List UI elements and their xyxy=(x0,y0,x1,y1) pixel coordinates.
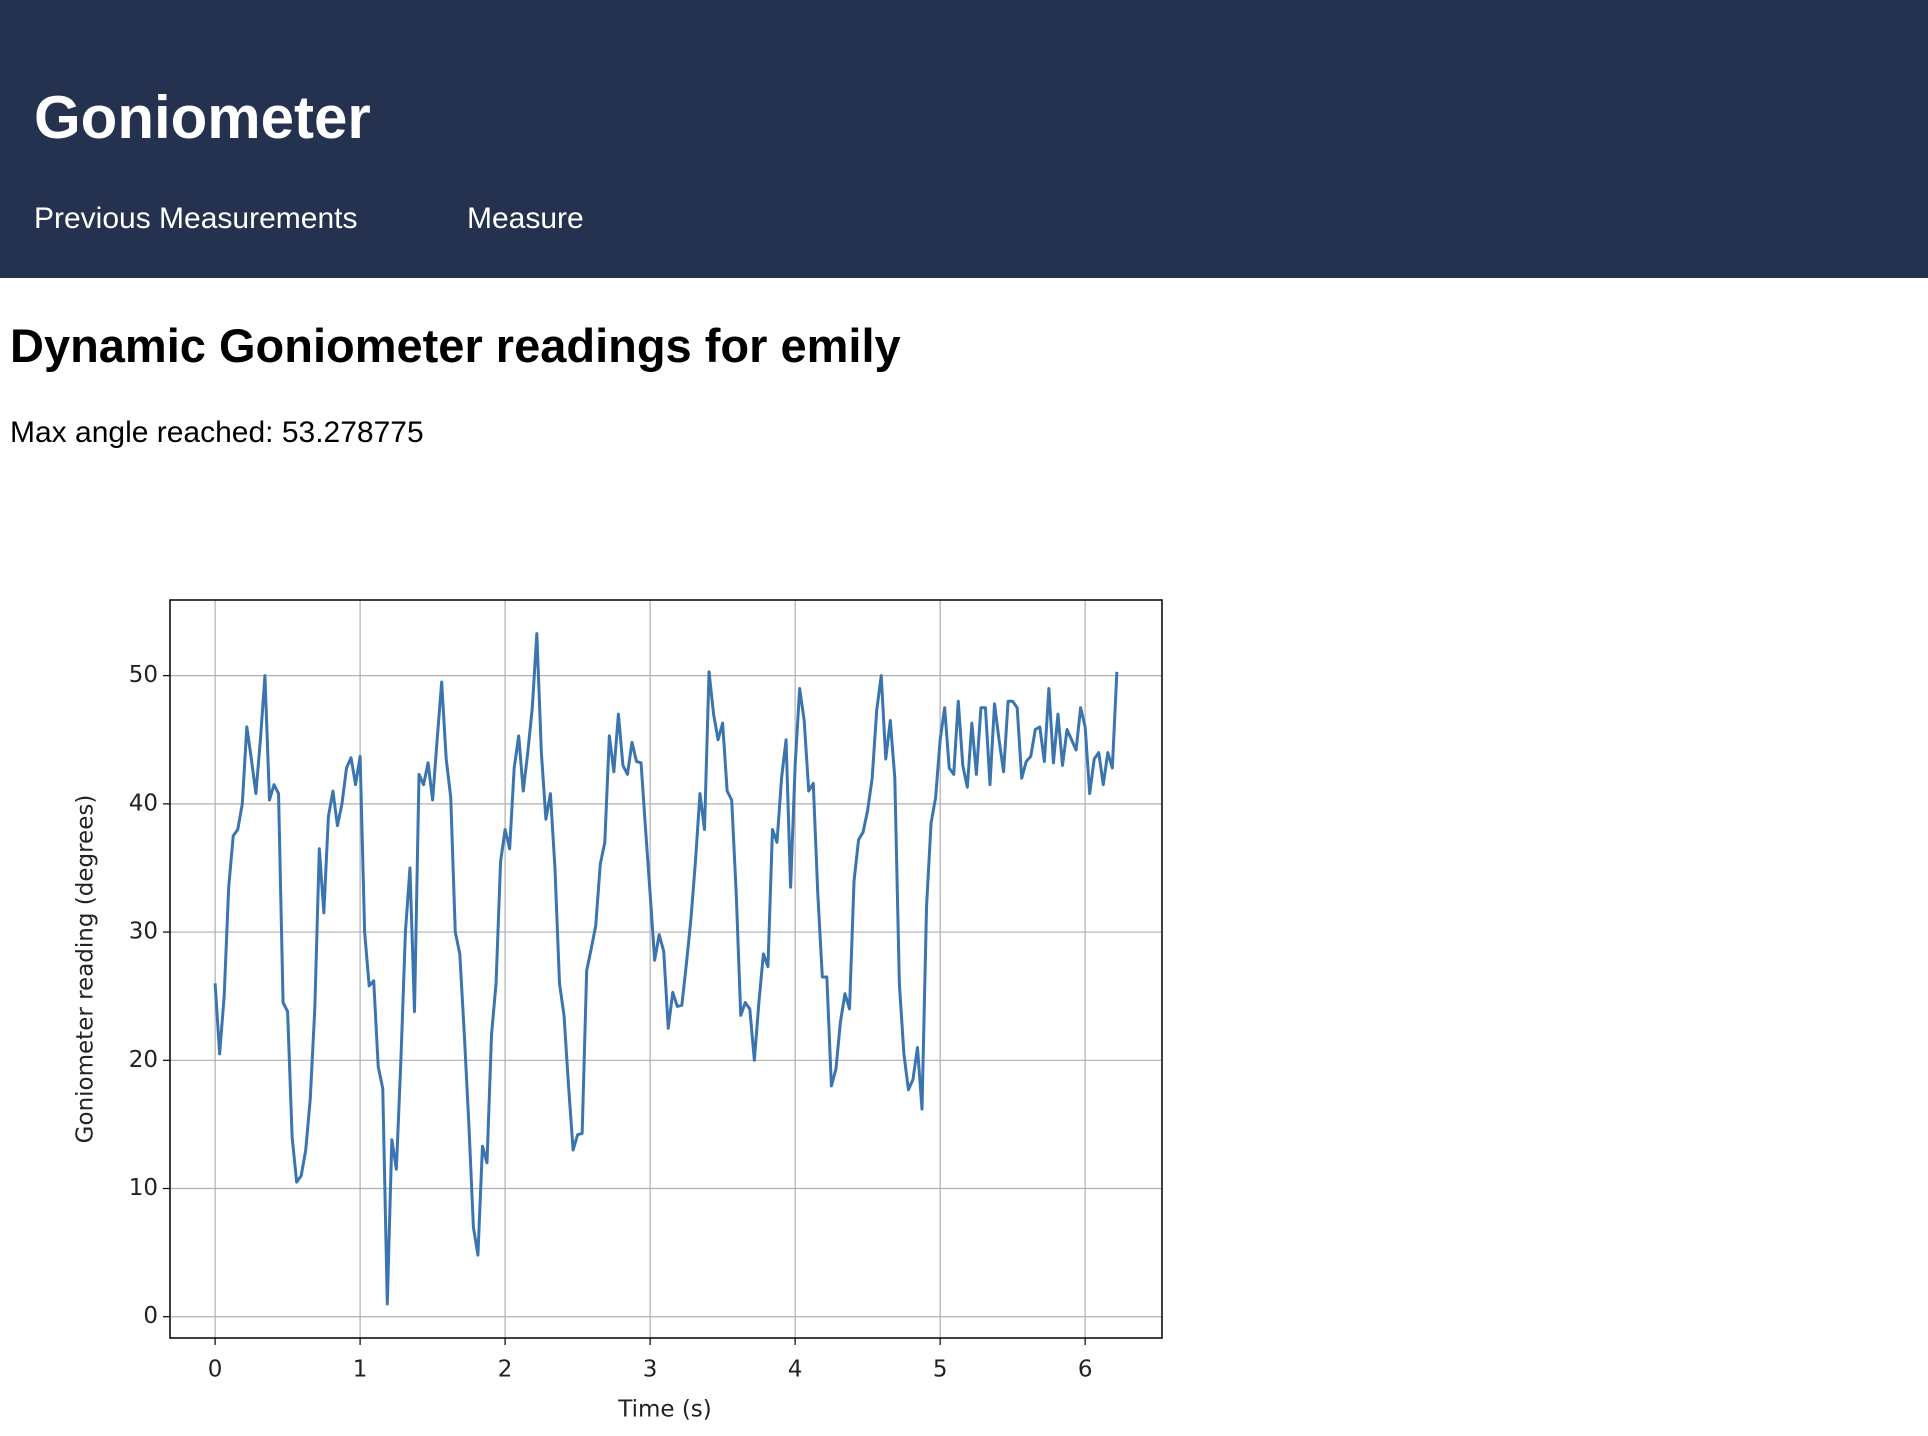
x-tick-label: 1 xyxy=(353,1357,368,1383)
x-axis-label: Time (s) xyxy=(617,1397,712,1423)
x-tick-label: 0 xyxy=(208,1357,223,1383)
page-heading: Dynamic Goniometer readings for emily xyxy=(10,319,901,372)
y-tick-label: 20 xyxy=(129,1047,158,1073)
x-tick-label: 3 xyxy=(643,1357,658,1383)
y-tick-label: 10 xyxy=(129,1175,158,1201)
y-tick-label: 50 xyxy=(129,662,158,688)
y-tick-label: 40 xyxy=(129,790,158,816)
header: Goniometer Previous Measurements Measure xyxy=(0,0,1928,278)
y-tick-label: 30 xyxy=(129,919,158,945)
nav-link[interactable]: Measure xyxy=(467,202,584,235)
x-tick-label: 2 xyxy=(498,1357,513,1383)
y-tick-label: 0 xyxy=(143,1303,158,1329)
data-line xyxy=(213,632,1119,1306)
y-axis-label: Goniometer reading (degrees) xyxy=(73,795,99,1144)
max-angle: Max angle reached: 53.278775 xyxy=(10,416,424,449)
app-title: Goniometer xyxy=(34,84,371,151)
x-tick-label: 4 xyxy=(788,1357,803,1383)
plot-frame xyxy=(169,599,1163,1339)
x-tick-label: 6 xyxy=(1078,1357,1093,1383)
x-tick-label: 5 xyxy=(933,1357,948,1383)
chart: Time (s) Goniometer reading (degrees) 0 1… xyxy=(73,599,1163,1423)
nav-link[interactable]: Previous Measurements xyxy=(34,202,358,235)
